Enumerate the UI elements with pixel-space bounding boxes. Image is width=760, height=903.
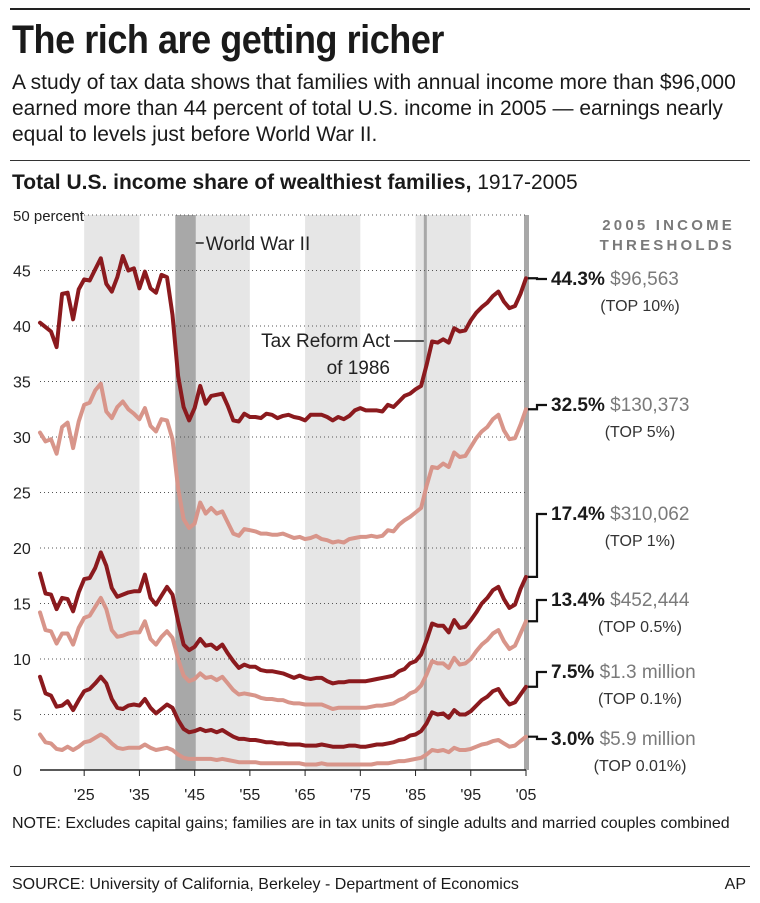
label-leader-line [528, 277, 547, 281]
tax-reform-label: Tax Reform Act [261, 331, 391, 352]
y-axis-ticks: 0 5 10 15 20 25 30 35 40 45 50 percent [13, 208, 85, 780]
tax-reform-label: of 1986 [327, 358, 390, 379]
series-group-label: (TOP 10%) [600, 298, 679, 315]
share-value: 44.3% [551, 269, 605, 290]
thresholds-header: 2005 INCOME [602, 217, 735, 234]
threshold-value: $1.3 million [594, 662, 695, 683]
y-tick-label: 5 [13, 708, 22, 725]
share-value: 3.0% [551, 729, 594, 750]
bottom-rule [10, 866, 750, 867]
thresholds-header: THRESHOLDS [600, 237, 735, 254]
chart-title-bold: Total U.S. income share of wealthiest fa… [12, 171, 472, 194]
world-war-label: World War II [206, 234, 311, 255]
label-leader-line [528, 735, 547, 741]
intro-text: A study of tax data shows that families … [12, 71, 736, 146]
series-line [38, 254, 528, 424]
gridlines [40, 214, 526, 771]
x-tick-label: '35 [129, 787, 150, 804]
top-rule [10, 8, 750, 10]
series-group-label: (TOP 1%) [605, 533, 676, 550]
share-value: 13.4% [551, 590, 605, 611]
series-group-label: (TOP 0.01%) [594, 758, 687, 775]
x-tick-label: '25 [74, 787, 95, 804]
series-share-label: 3.0% $5.9 million [551, 729, 696, 750]
y-tick-label: 25 [13, 486, 31, 503]
series-group-label: (TOP 0.1%) [598, 691, 682, 708]
series-group-label: (TOP 5%) [605, 424, 676, 441]
label-leader-line [528, 512, 547, 578]
series-share-label: 13.4% $452,444 [551, 590, 690, 611]
series-line [38, 674, 528, 749]
source-text: SOURCE: University of California, Berkel… [12, 876, 519, 893]
threshold-value: $310,062 [605, 504, 690, 525]
series-line [38, 381, 528, 545]
decade-band [84, 215, 140, 770]
series-labels: 2005 INCOME THRESHOLDS 44.3% $96,563 (TOP 1… [528, 217, 735, 775]
share-value: 32.5% [551, 395, 605, 416]
label-leader-line [528, 403, 547, 411]
x-tick-label: '75 [350, 787, 371, 804]
income-share-chart: 0 5 10 15 20 25 30 35 40 45 50 percent '25 '35 '45 '5… [13, 208, 735, 804]
series-line [38, 732, 528, 767]
annotations: World War II Tax Reform Act of 1986 [195, 234, 424, 379]
decade-band [194, 215, 250, 770]
y-tick-label: 35 [13, 375, 31, 392]
credit-text: AP [724, 876, 746, 893]
series-line [38, 595, 528, 711]
series-lines [38, 254, 528, 767]
y-tick-label: 10 [13, 652, 31, 669]
chart-title: Total U.S. income share of wealthiest fa… [12, 171, 578, 195]
x-tick-label: '85 [405, 787, 426, 804]
y-tick-label: 30 [13, 430, 31, 447]
threshold-value: $130,373 [605, 395, 690, 416]
x-tick-label: '65 [295, 787, 316, 804]
label-leader-line [528, 598, 547, 623]
y-tick-label: 50 percent [13, 208, 85, 225]
divider [10, 160, 750, 161]
year-2005-marker [524, 215, 529, 770]
series-group-label: (TOP 0.5%) [598, 619, 682, 636]
background-bands [84, 215, 529, 770]
y-tick-label: 40 [13, 319, 31, 336]
threshold-value: $96,563 [605, 269, 679, 290]
y-tick-label: 45 [13, 264, 31, 281]
x-tick-label: '05 [516, 787, 537, 804]
y-tick-label: 15 [13, 597, 31, 614]
series-share-label: 44.3% $96,563 [551, 269, 679, 290]
y-tick-label: 0 [13, 763, 22, 780]
series-share-label: 7.5% $1.3 million [551, 662, 696, 683]
series-line [38, 550, 528, 686]
series-share-label: 32.5% $130,373 [551, 395, 689, 416]
x-tick-label: '95 [460, 787, 481, 804]
threshold-value: $452,444 [605, 590, 690, 611]
series-share-label: 17.4% $310,062 [551, 504, 689, 525]
x-tick-label: '55 [239, 787, 260, 804]
x-tick-label: '45 [184, 787, 205, 804]
label-leader-line [528, 670, 547, 688]
x-axis-ticks: '25 '35 '45 '55 '65 '75 '85 '95 '05 [74, 770, 537, 804]
share-value: 17.4% [551, 504, 605, 525]
threshold-value: $5.9 million [594, 729, 695, 750]
headline: The rich are getting richer [12, 18, 444, 62]
y-tick-label: 20 [13, 541, 31, 558]
share-value: 7.5% [551, 662, 594, 683]
chart-title-range: 1917-2005 [477, 171, 578, 194]
note-text: NOTE: Excludes capital gains; families a… [12, 815, 730, 832]
